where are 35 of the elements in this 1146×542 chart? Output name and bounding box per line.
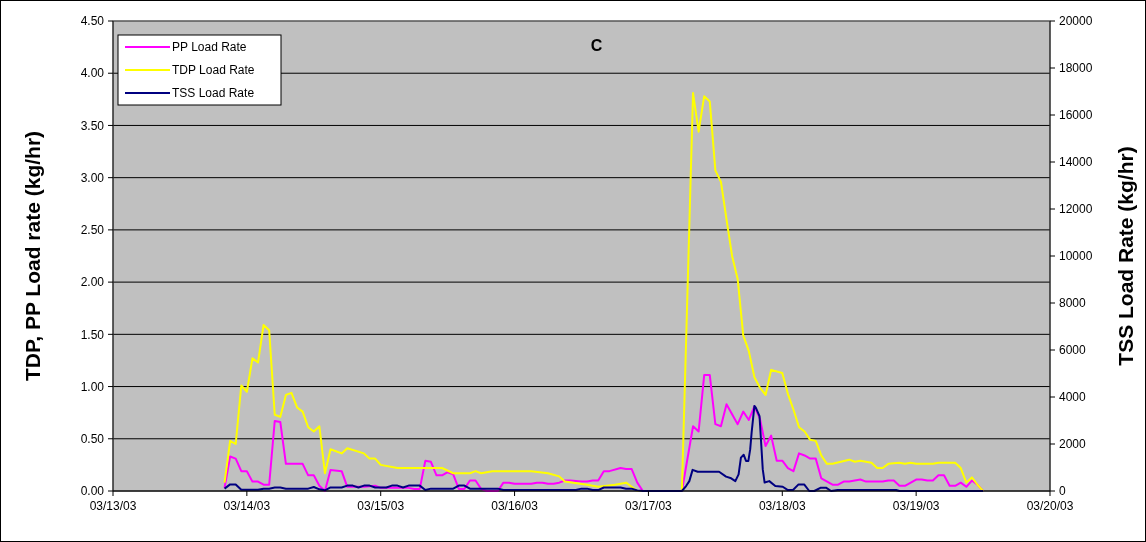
- y-axis-title: TDP, PP Load rate (kg/hr): [21, 130, 44, 382]
- legend-label: TDP Load Rate: [172, 63, 255, 78]
- y2-tick-label: 16000: [1059, 108, 1093, 123]
- y2-tick-label: 6000: [1059, 343, 1087, 358]
- x-tick-label: 03/18/03: [758, 499, 806, 513]
- x-tick-label: 03/20/03: [1026, 499, 1074, 513]
- y-tick-label: 3.00: [80, 170, 105, 185]
- y2-tick-label: 4000: [1059, 390, 1087, 405]
- x-tick-label: 03/15/03: [357, 499, 405, 513]
- y2-tick-label: 14000: [1059, 155, 1093, 170]
- y-tick-label: 2.00: [80, 275, 105, 290]
- y2-tick-label: 18000: [1059, 61, 1093, 76]
- x-tick-label: 03/13/03: [89, 499, 137, 513]
- y2-tick-label: 2000: [1059, 437, 1087, 452]
- x-tick-label: 03/14/03: [223, 499, 271, 513]
- y-tick-label: 0.50: [80, 431, 105, 446]
- y-tick-label: 0.00: [80, 484, 105, 499]
- y2-tick-label: 8000: [1059, 296, 1087, 311]
- y2-tick-label: 12000: [1059, 202, 1093, 217]
- y2-axis-title: TSS Load Rate (kg/hr): [1114, 146, 1137, 366]
- y2-tick-label: 10000: [1059, 249, 1093, 264]
- y-tick-label: 1.50: [80, 327, 105, 342]
- x-tick-label: 03/17/03: [625, 499, 673, 513]
- x-tick-label: 03/16/03: [491, 499, 539, 513]
- text: C: [590, 37, 603, 54]
- legend-label: PP Load Rate: [172, 40, 247, 55]
- y-tick-label: 3.50: [80, 118, 105, 133]
- y-tick-label: 4.00: [80, 66, 105, 81]
- legend-label: TSS Load Rate: [172, 86, 255, 101]
- y-tick-label: 2.50: [80, 223, 105, 238]
- y2-tick-label: 0: [1059, 484, 1066, 499]
- x-tick-label: 03/19/03: [892, 499, 940, 513]
- y-tick-label: 4.50: [80, 14, 105, 29]
- y2-tick-label: 20000: [1059, 14, 1093, 29]
- y-tick-label: 1.00: [80, 379, 105, 394]
